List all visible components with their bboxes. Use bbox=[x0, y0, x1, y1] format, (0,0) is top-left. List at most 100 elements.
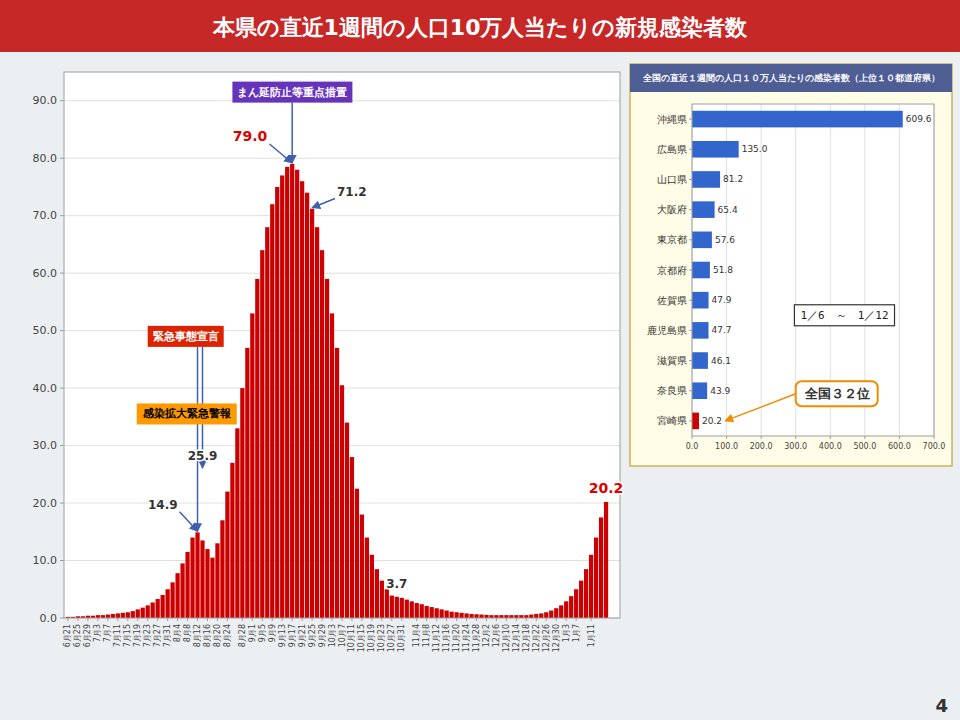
tick-label: 200.0 bbox=[750, 442, 773, 451]
inset-title: 全国の直近１週間の人口１０万人当たりの感染者数（上位１０都道府県） bbox=[642, 73, 940, 83]
bar bbox=[240, 388, 244, 618]
annotation-box bbox=[796, 381, 878, 406]
tick-mark bbox=[77, 618, 78, 621]
tick-label: 10月31 bbox=[397, 624, 406, 652]
callout-label: 感染拡大緊急警報 bbox=[142, 407, 232, 420]
tick-mark bbox=[60, 158, 64, 159]
tick-mark bbox=[87, 618, 88, 621]
data-label: 135.0 bbox=[742, 144, 768, 154]
arrow bbox=[291, 103, 293, 163]
arrows bbox=[180, 103, 335, 532]
tick-label: 沖縄県 bbox=[657, 114, 687, 125]
tick-label: 7月3 bbox=[93, 624, 102, 642]
tick-mark bbox=[207, 618, 208, 621]
bar bbox=[459, 613, 463, 618]
tick-label: 11月8 bbox=[422, 624, 431, 647]
bar bbox=[330, 313, 334, 618]
tick-mark bbox=[689, 330, 692, 331]
tick-mark bbox=[486, 618, 487, 621]
tick-mark bbox=[60, 100, 64, 101]
bar bbox=[146, 605, 150, 618]
tick-mark bbox=[556, 618, 557, 621]
bar bbox=[692, 322, 708, 339]
bar bbox=[445, 611, 449, 618]
bar bbox=[270, 204, 274, 618]
bar bbox=[170, 582, 174, 618]
tick-label: 20.0 bbox=[33, 497, 58, 510]
bar bbox=[156, 599, 160, 618]
tick-label: 10月27 bbox=[387, 624, 396, 652]
bar bbox=[230, 463, 234, 618]
tick-label: 500.0 bbox=[853, 442, 876, 451]
tick-label: 10月7 bbox=[338, 624, 347, 647]
plot-frame bbox=[64, 72, 620, 618]
tick-mark bbox=[361, 618, 362, 621]
tick-label: 9月21 bbox=[298, 624, 307, 647]
bar bbox=[479, 615, 483, 618]
arrow bbox=[270, 144, 293, 163]
data-label: 51.8 bbox=[713, 265, 733, 275]
tick-mark bbox=[227, 618, 228, 621]
bar bbox=[190, 538, 194, 618]
tick-mark bbox=[60, 388, 64, 389]
bar bbox=[166, 589, 170, 618]
tick-mark bbox=[426, 618, 427, 621]
bar bbox=[131, 611, 135, 618]
bar bbox=[325, 279, 329, 618]
bar bbox=[205, 549, 209, 618]
grid-line bbox=[899, 104, 900, 436]
tick-mark bbox=[446, 618, 447, 621]
y-axis: 0.010.020.030.040.050.060.070.080.090.0 bbox=[33, 94, 621, 624]
tick-mark bbox=[60, 215, 64, 216]
bar bbox=[280, 175, 284, 618]
bar bbox=[320, 250, 324, 618]
tick-mark bbox=[292, 618, 293, 621]
tick-mark bbox=[242, 618, 243, 621]
tick-mark bbox=[576, 618, 577, 621]
tick-label: 7月7 bbox=[103, 624, 112, 642]
bar bbox=[564, 601, 568, 618]
bar bbox=[430, 607, 434, 618]
bar bbox=[220, 520, 224, 618]
callouts: 感染拡大緊急警報緊急事態宣言まん延防止等重点措置 bbox=[137, 82, 353, 425]
data-label: 81.2 bbox=[723, 174, 743, 184]
data-label: 46.1 bbox=[711, 356, 731, 366]
tick-label: 8月8 bbox=[183, 624, 192, 642]
plot-area bbox=[64, 72, 620, 618]
tick-label: 9月17 bbox=[288, 624, 297, 647]
data-label: 20.2 bbox=[702, 416, 722, 426]
tick-mark bbox=[536, 618, 537, 621]
tick-label: 8月16 bbox=[203, 624, 212, 647]
bar bbox=[415, 603, 419, 618]
tick-label: 8月24 bbox=[223, 624, 232, 647]
tick-mark bbox=[689, 420, 692, 421]
tick-mark bbox=[689, 390, 692, 391]
chart: 本県の直近1週間の人口10万人当たりの新規感染者数0.010.020.030.0… bbox=[0, 0, 960, 720]
tick-label: 8月12 bbox=[193, 624, 202, 647]
tick-label: 11月4 bbox=[412, 624, 421, 647]
tick-mark bbox=[506, 618, 507, 621]
bar bbox=[692, 171, 720, 188]
annotation: 71.2 bbox=[337, 185, 367, 199]
bar bbox=[410, 601, 414, 618]
tick-label: 東京都 bbox=[657, 234, 687, 245]
bar bbox=[111, 614, 115, 618]
arrow bbox=[725, 394, 796, 421]
tick-label: 70.0 bbox=[33, 209, 58, 222]
bars bbox=[66, 164, 608, 618]
tick-mark bbox=[60, 503, 64, 504]
inset-plot-area bbox=[692, 104, 934, 436]
bar bbox=[200, 540, 204, 618]
tick-mark bbox=[312, 618, 313, 621]
arrow bbox=[180, 512, 198, 532]
tick-label: 7月23 bbox=[143, 624, 152, 647]
tick-label: 0.0 bbox=[40, 612, 58, 625]
tick-mark bbox=[689, 209, 692, 210]
background bbox=[0, 0, 960, 720]
tick-mark bbox=[566, 618, 567, 621]
annotation: 14.9 bbox=[148, 498, 178, 512]
tick-mark bbox=[97, 618, 98, 621]
tick-label: 6月25 bbox=[73, 624, 82, 647]
tick-label: 1月3 bbox=[562, 624, 571, 642]
tick-mark bbox=[60, 330, 64, 331]
